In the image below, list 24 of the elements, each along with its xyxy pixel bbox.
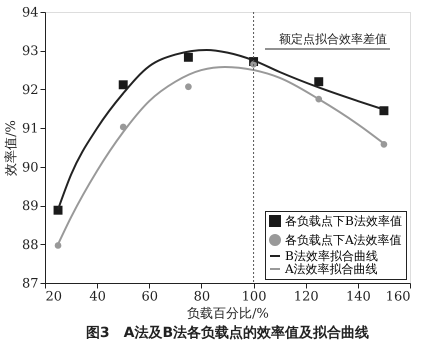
x-tick-label: 160 (386, 290, 410, 304)
text: 图3 A法及B法各负载点的效率值及拟合曲线 (86, 324, 370, 341)
y-tick-label: 91 (22, 122, 38, 137)
legend-label: B法效率拟合曲线 (285, 249, 378, 263)
x-tick-label: 80 (194, 290, 210, 304)
y-tick-label: 89 (22, 199, 38, 214)
y-tick-label: 88 (22, 238, 38, 253)
x-tick-label: 60 (142, 290, 158, 304)
y-tick-label: 90 (22, 160, 38, 176)
legend-label: A法效率拟合曲线 (284, 262, 378, 276)
y-tick-label: 92 (22, 82, 38, 98)
x-tick-label: 140 (346, 290, 371, 304)
x-tick-label: 100 (242, 290, 266, 304)
y-axis-title: 效率值/% (2, 120, 19, 176)
x-tick-label: 20 (46, 290, 62, 304)
x-tick-label: 40 (89, 290, 106, 304)
x-tick-label: 120 (294, 290, 319, 304)
x-axis-title: 负载百分比/% (187, 306, 269, 322)
legend-label: 各负载点下A法效率值 (285, 233, 402, 247)
y-tick-label: 87 (22, 276, 38, 292)
legend-label: 各负载点下B法效率值 (285, 214, 402, 228)
y-tick-label: 94 (22, 6, 38, 20)
y-tick-label: 93 (22, 44, 38, 60)
annotation: 额定点拟合效率差值 (279, 32, 387, 46)
